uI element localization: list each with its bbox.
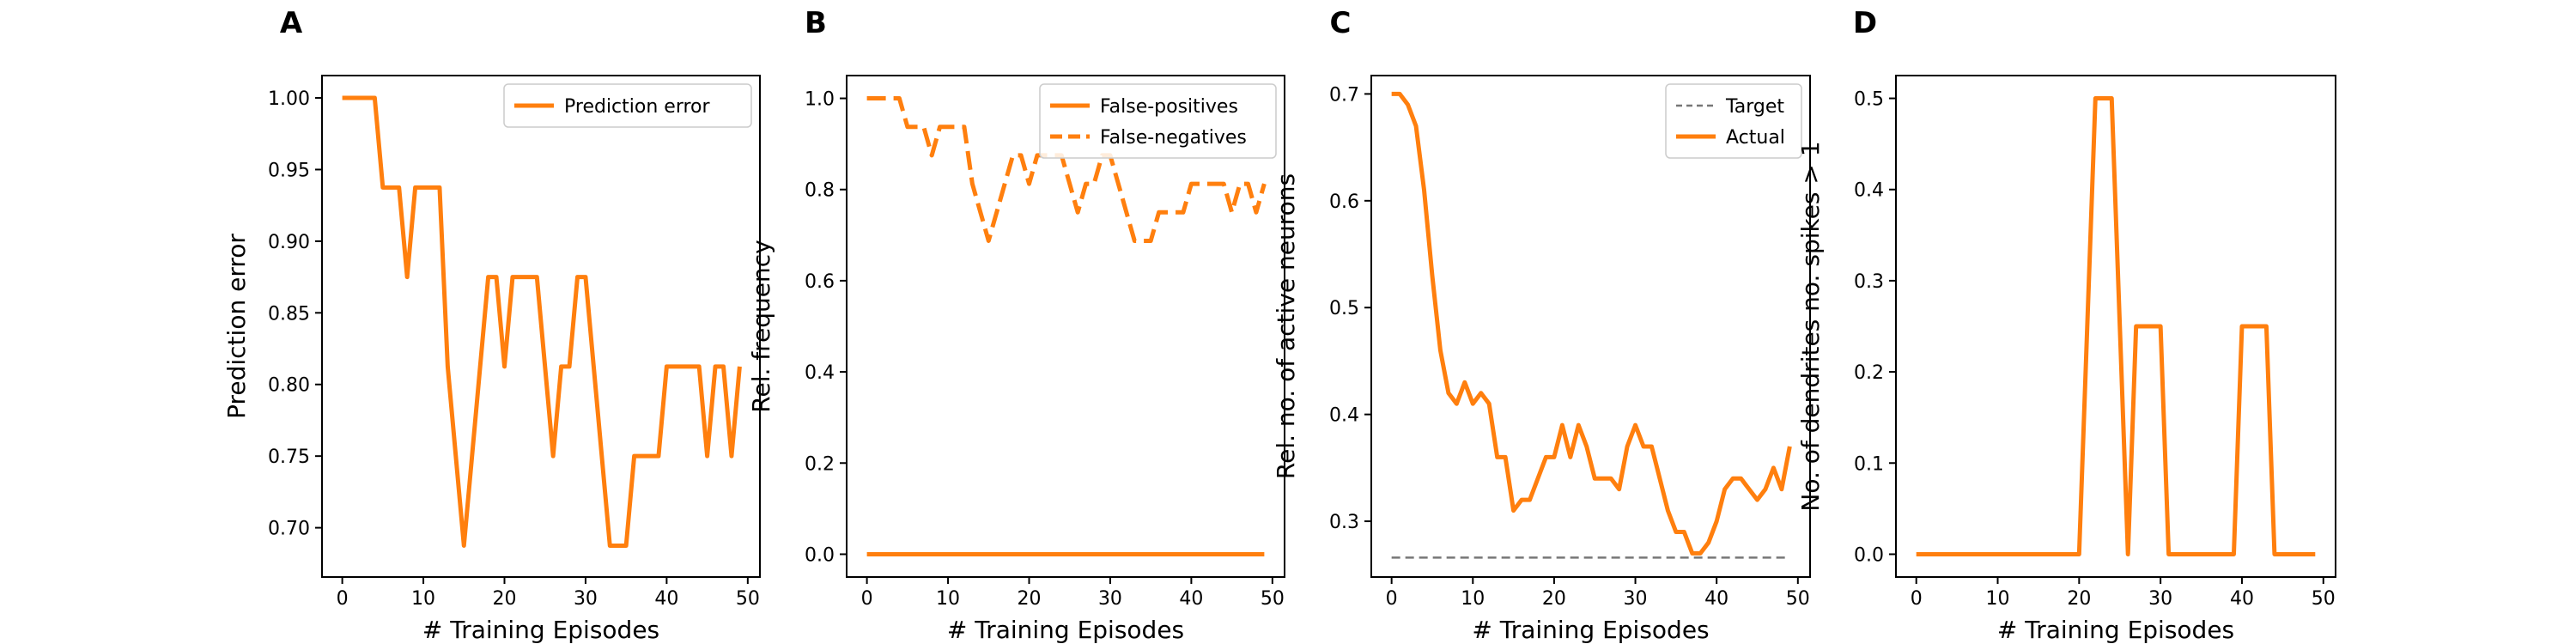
y-tick-label: 0.6 [805,271,835,293]
y-tick-label: 0.0 [805,544,835,566]
legend: Target Actual [1665,83,1802,159]
panel-label: C [1330,6,1352,40]
panel-b: B 0 10 20 30 40 50 0.0 0.2 0.4 0.6 0.8 1.0 # Training… [747,6,1285,644]
y-tick-label: 1.00 [268,88,310,110]
x-tick-label: 40 [654,588,678,610]
series-line-false-negatives [866,96,1267,243]
x-tick-label: 40 [2230,588,2254,610]
legend: False-positives False-negatives [1039,83,1277,159]
x-tick-label: 40 [1704,588,1728,610]
y-tick-label: 0.4 [1854,180,1884,202]
y-tick-label: 0.4 [1329,405,1359,427]
series-line-0 [1916,96,2316,556]
y-tick-label: 0.70 [268,519,310,540]
x-tick-label: 30 [1624,588,1648,610]
panel-a: A 0 10 20 30 40 50 0.70 0.75 0.80 0.85 0.90 0.95 1.00… [222,6,761,644]
y-axis-label: Rel. no. of active neurons [1272,173,1300,479]
panel-label: A [280,6,303,40]
y-axis-label: Rel. frequency [747,240,775,412]
x-tick-label: 50 [1786,588,1810,610]
y-tick-label: 0.5 [1329,298,1359,319]
axes-frame [846,75,1285,578]
x-tick-label: 10 [1461,588,1485,610]
y-tick-label: 1.0 [805,89,835,111]
y-tick-label: 0.6 [1329,191,1359,213]
x-tick-label: 20 [2067,588,2091,610]
x-axis-label: # Training Episodes [947,616,1184,644]
y-tick-label: 0.0 [1854,544,1884,566]
x-tick-label: 30 [1098,588,1122,610]
legend-label: False-negatives [1100,127,1247,149]
y-tick-label: 0.80 [268,375,310,397]
x-tick-label: 0 [1386,588,1398,610]
panel-label: B [805,6,827,40]
x-tick-label: 10 [936,588,960,610]
x-tick-label: 20 [1018,588,1042,610]
legend-label: Actual [1726,127,1785,149]
x-axis-label: # Training Episodes [1472,616,1709,644]
x-axis-label: # Training Episodes [1997,616,2234,644]
y-tick-label: 0.5 [1854,89,1884,111]
legend-label: False-positives [1100,96,1238,118]
legend-label: Prediction error [564,96,710,118]
x-tick-label: 30 [574,588,598,610]
series-line-prediction-error [342,95,742,548]
y-tick-label: 0.2 [1854,362,1884,384]
x-tick-label: 50 [736,588,760,610]
panel-label: D [1853,6,1877,40]
axes-frame [1370,75,1811,578]
y-tick-label: 0.75 [268,447,310,468]
x-tick-label: 50 [1261,588,1285,610]
legend-box [1039,83,1277,159]
legend-box [503,83,752,128]
x-tick-label: 0 [1911,588,1923,610]
y-tick-label: 0.1 [1854,453,1884,475]
x-tick-label: 0 [337,588,349,610]
y-tick-label: 0.7 [1329,84,1359,106]
x-tick-label: 50 [2312,588,2336,610]
y-tick-label: 0.8 [805,180,835,202]
x-tick-label: 0 [861,588,873,610]
y-tick-label: 0.85 [268,303,310,325]
y-tick-label: 0.95 [268,160,310,181]
x-axis-label: # Training Episodes [422,616,659,644]
x-tick-label: 10 [411,588,435,610]
axes-frame [1895,75,2336,578]
legend-box [1665,83,1802,159]
x-tick-label: 20 [493,588,517,610]
y-tick-label: 0.2 [805,453,835,475]
x-tick-label: 10 [1986,588,2010,610]
panel-d: D 0 10 20 30 40 50 0.0 0.1 0.2 0.3 0.4 0.5 # Training… [1796,6,2336,644]
x-tick-label: 30 [2148,588,2172,610]
series-line-actual [1391,91,1792,556]
y-tick-label: 0.90 [268,232,310,253]
y-tick-label: 0.3 [1854,271,1884,293]
y-axis-label: No. of dendrites no. spikes > 1 [1796,141,1825,511]
x-tick-label: 40 [1179,588,1203,610]
x-tick-label: 20 [1542,588,1566,610]
panel-c: C 0 10 20 30 40 50 0.3 0.4 0.5 0.6 0.7 # Training Ep… [1272,6,1811,644]
legend: Prediction error [503,83,752,128]
y-tick-label: 0.3 [1329,512,1359,533]
y-axis-label: Prediction error [222,234,251,419]
y-tick-label: 0.4 [805,362,835,384]
axes-frame [321,75,761,578]
legend-label: Target [1725,96,1784,118]
